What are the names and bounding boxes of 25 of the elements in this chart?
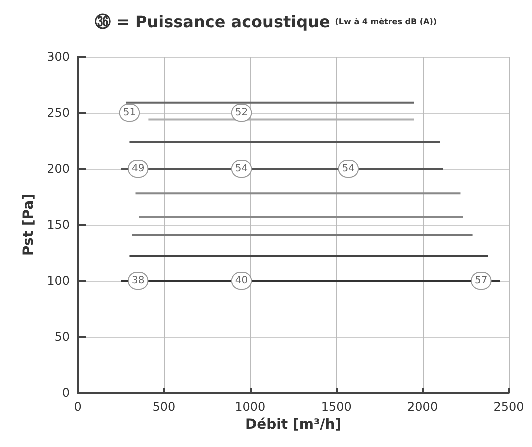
x-tick-label: 1000: [235, 400, 266, 414]
x-axis-title: Débit [m³/h]: [245, 416, 342, 433]
y-tick-label: 50: [54, 330, 70, 344]
annotation: 38: [132, 276, 145, 286]
x-tick-label: 2500: [494, 400, 524, 414]
annotation: 51: [123, 108, 136, 118]
annotation: 57: [475, 276, 488, 286]
x-tick-label: 2000: [408, 400, 438, 414]
annotation: 40: [235, 276, 248, 286]
x-tick-label: 1500: [321, 400, 352, 414]
annotation: 49: [132, 164, 145, 174]
y-tick-label: 150: [47, 218, 70, 232]
annotation: 54: [235, 164, 248, 174]
y-tick-label: 0: [62, 386, 70, 400]
annotation: 54: [342, 164, 356, 174]
chart-title: ㊱ = Puissance acoustique: [94, 12, 330, 32]
annotation: 52: [235, 108, 248, 118]
x-tick-label: 0: [74, 400, 82, 414]
y-tick-label: 200: [47, 162, 70, 176]
y-tick-label: 100: [47, 274, 70, 288]
y-tick-label: 250: [47, 106, 70, 120]
y-axis-title: Pst [Pa]: [21, 194, 38, 256]
chart-subtitle: (Lw à 4 mètres dB (A)): [335, 18, 438, 26]
y-tick-label: 300: [47, 50, 70, 64]
x-tick-label: 500: [152, 400, 176, 414]
